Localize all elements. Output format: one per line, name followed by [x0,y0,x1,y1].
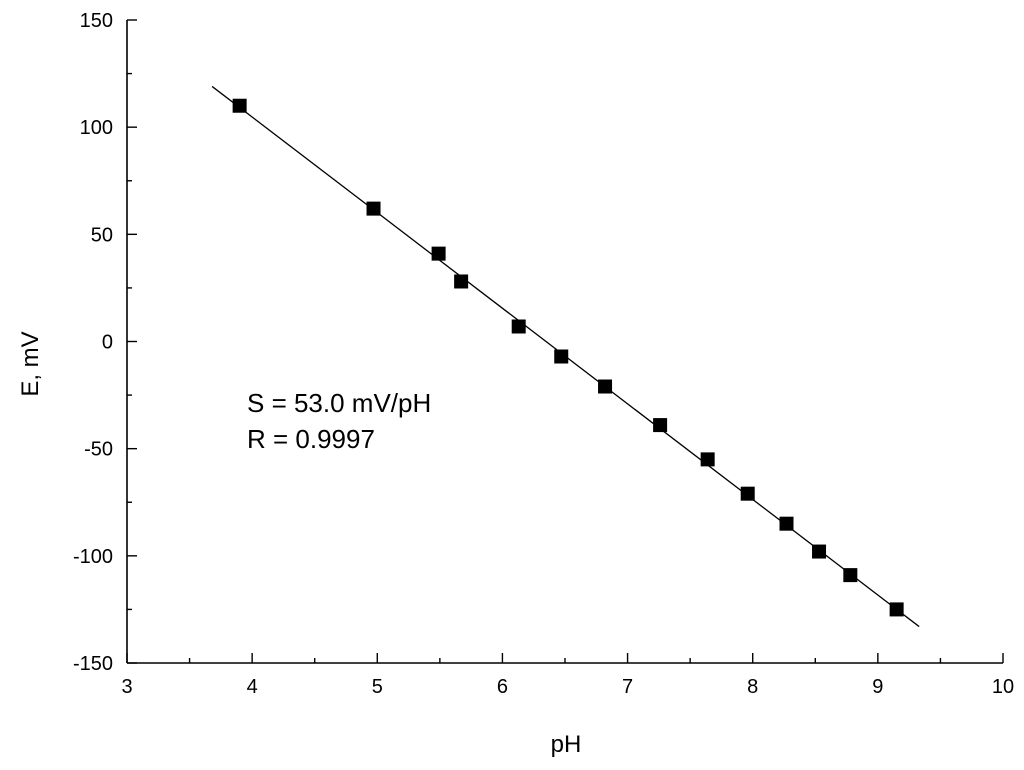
data-point [598,379,613,394]
data-point [653,418,668,433]
data-point [812,544,827,559]
x-axis-title: pH [551,731,582,758]
data-point [454,274,469,289]
x-tick-label: 6 [497,676,508,698]
y-tick-label: 150 [80,10,113,32]
slope-annotation: S = 53.0 mV/pH [247,388,431,418]
x-tick-label: 4 [247,676,258,698]
x-tick-label: 9 [872,676,883,698]
data-points [232,98,904,617]
y-tick-label: 0 [102,332,113,354]
data-point [366,201,381,216]
data-point [779,516,794,531]
data-point [843,568,858,583]
y-tick-label: -150 [73,653,113,675]
y-axis-ticks: -150 -100 -50 0 50 100 150 [73,10,137,675]
y-tick-label: -50 [84,439,113,461]
x-tick-label: 5 [372,676,383,698]
y-axis-title: E, mV [17,331,44,396]
data-point [431,246,446,261]
x-tick-label: 3 [121,676,132,698]
data-point [740,486,755,501]
axes [126,20,1003,664]
x-tick-label: 7 [622,676,633,698]
y-tick-label: 100 [80,117,113,139]
y-tick-label: 50 [91,224,113,246]
x-tick-label: 8 [747,676,758,698]
x-tick-label: 10 [992,676,1014,698]
x-axis-ticks: 3 4 5 6 7 8 9 10 [121,653,1014,698]
data-point [889,602,904,617]
data-point [511,319,526,334]
data-point [232,98,247,113]
y-tick-label: -100 [73,546,113,568]
correlation-annotation: R = 0.9997 [247,424,375,454]
data-point [700,452,715,467]
data-point [554,349,569,364]
